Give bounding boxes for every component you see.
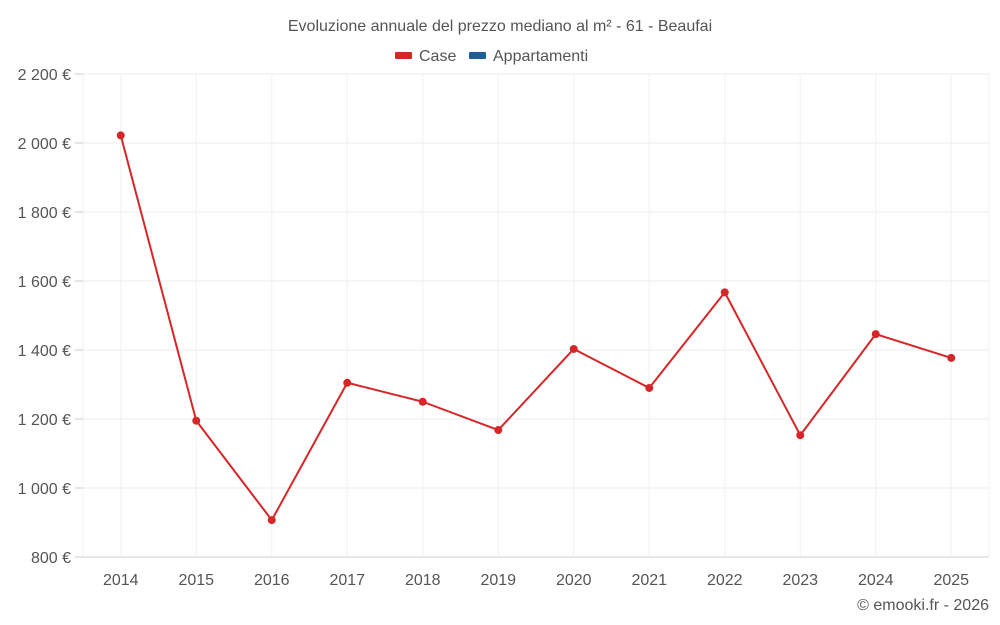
y-tick-label: 2 200 €: [18, 67, 71, 84]
data-point[interactable]: [720, 288, 729, 297]
legend-swatch-appartamenti: [469, 52, 486, 59]
legend-item-appartamenti[interactable]: Appartamenti: [469, 48, 588, 65]
y-axis: 800 € 1 000 € 1 200 € 1 400 € 1 600 € 1 800 €…: [18, 67, 83, 567]
y-tick-label: 1 400 €: [18, 343, 71, 360]
data-point[interactable]: [116, 131, 125, 140]
data-point[interactable]: [192, 416, 201, 425]
x-tick-label: 2021: [631, 572, 667, 589]
data-point[interactable]: [343, 378, 352, 387]
x-tick-label: 2023: [782, 572, 818, 589]
data-point[interactable]: [871, 330, 880, 339]
x-tick-label: 2024: [858, 572, 894, 589]
y-tick-label: 1 200 €: [18, 412, 71, 429]
legend-label-case: Case: [419, 48, 456, 65]
x-tick-label: 2022: [707, 572, 743, 589]
series-line-case: [119, 135, 952, 522]
data-point[interactable]: [569, 344, 578, 353]
y-tick-label: 1 600 €: [18, 274, 71, 291]
data-point[interactable]: [796, 431, 805, 440]
y-tick-label: 1 000 €: [18, 481, 71, 498]
legend-swatch-case: [395, 52, 412, 59]
y-tick-label: 1 800 €: [18, 205, 71, 222]
x-tick-label: 2016: [254, 572, 290, 589]
legend-label-appartamenti: Appartamenti: [493, 48, 588, 65]
x-axis: 2014 2015 2016 2017 2018 2019 2020 2021 2022 2023…: [103, 572, 969, 589]
x-tick-label: 2018: [405, 572, 441, 589]
x-tick-label: 2025: [933, 572, 969, 589]
data-point[interactable]: [418, 397, 427, 406]
data-point[interactable]: [494, 426, 503, 435]
x-tick-label: 2014: [103, 572, 139, 589]
x-tick-label: 2017: [329, 572, 365, 589]
series-case: [116, 131, 956, 525]
y-tick-label: 2 000 €: [18, 136, 71, 153]
x-tick-label: 2020: [556, 572, 592, 589]
chart-title: Evoluzione annuale del prezzo mediano al…: [288, 18, 712, 35]
y-tick-label: 800 €: [31, 550, 71, 567]
data-point[interactable]: [645, 383, 654, 392]
data-point[interactable]: [267, 516, 276, 525]
legend-item-case[interactable]: Case: [395, 48, 456, 65]
x-tick-label: 2015: [178, 572, 214, 589]
legend: Case Appartamenti: [395, 48, 588, 65]
data-point[interactable]: [947, 353, 956, 362]
credit-text: © emooki.fr - 2026: [857, 597, 989, 614]
gridlines: [82, 73, 990, 558]
x-tick-label: 2019: [480, 572, 516, 589]
